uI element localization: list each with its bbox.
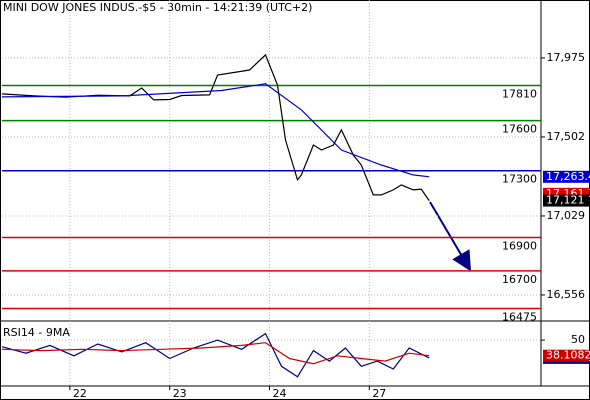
x-tick-label: 27 <box>372 387 386 400</box>
series-line <box>1 53 430 201</box>
series-line <box>1 83 430 178</box>
price-label: 17,121 <box>546 194 585 207</box>
x-tick-label: 23 <box>173 387 187 400</box>
chart-title: MINI DOW JONES INDUS.-$5 - 30min - 14:21… <box>3 1 312 14</box>
price-label: 17,263.4 <box>546 170 590 183</box>
x-tick-label: 24 <box>273 387 287 400</box>
price-label-box <box>543 194 589 207</box>
price-label-box <box>543 170 589 183</box>
level-label: 16475 <box>502 310 537 323</box>
rsi-title: RSI14 - 9MA <box>3 326 70 339</box>
level-label: 17300 <box>502 173 537 186</box>
level-label: 16700 <box>502 273 537 286</box>
level-label: 17600 <box>502 123 537 136</box>
y-tick-label: 16,556 <box>547 288 586 301</box>
rsi-label: 38.1082 <box>546 349 590 362</box>
y-tick-label: 17,975 <box>547 51 586 64</box>
forecast-arrow <box>429 201 472 272</box>
level-label: 17810 <box>502 88 537 101</box>
x-tick-label: 22 <box>73 387 87 400</box>
rsi-label-box <box>543 349 589 362</box>
y-tick-label: 17,502 <box>547 130 586 143</box>
level-label: 16900 <box>502 239 537 252</box>
series-line <box>1 342 430 365</box>
y-tick-label: 17,029 <box>547 209 586 222</box>
rsi-tick-label: 50 <box>571 333 585 346</box>
